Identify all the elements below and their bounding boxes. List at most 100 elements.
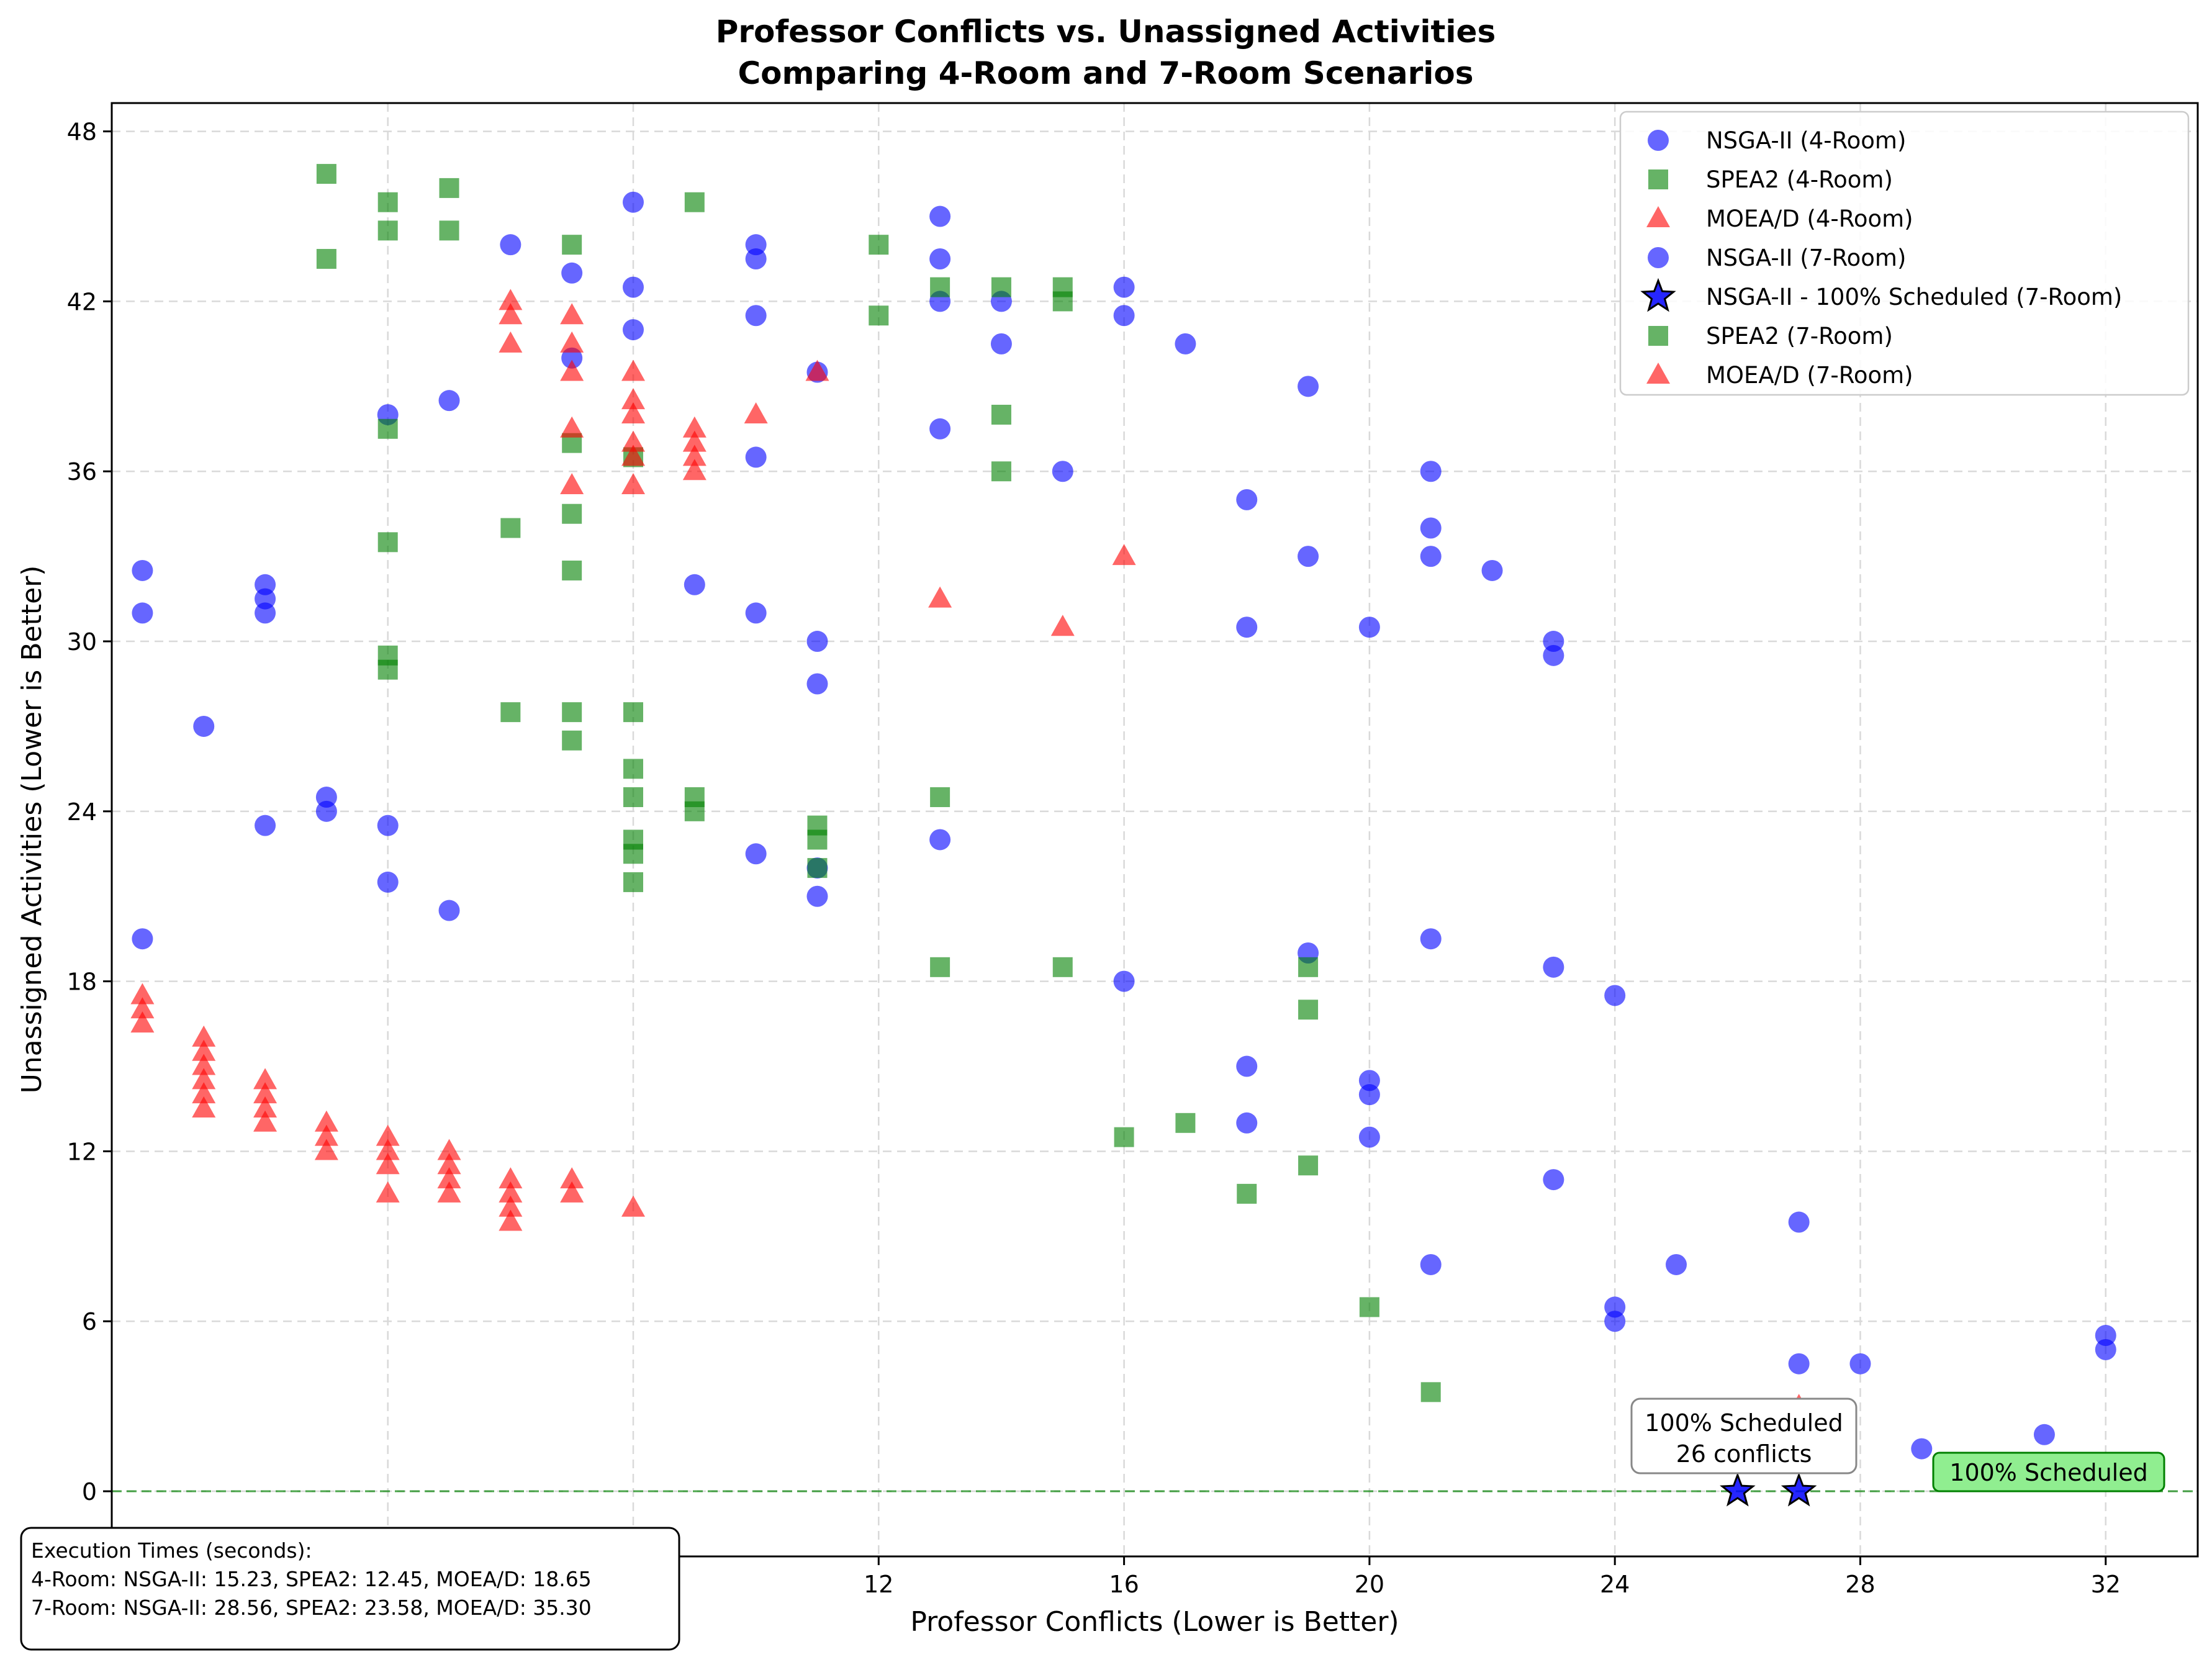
- data-point: [1849, 1353, 1871, 1375]
- data-point: [560, 1181, 584, 1203]
- data-point: [377, 418, 398, 439]
- legend-label: NSGA-II (4-Room): [1706, 127, 1906, 154]
- data-point: [1781, 1472, 1817, 1507]
- data-point: [991, 461, 1011, 482]
- data-point: [745, 248, 767, 269]
- data-point: [499, 303, 523, 325]
- data-point: [1298, 376, 1319, 397]
- data-point: [1359, 1297, 1379, 1317]
- data-point: [1113, 305, 1135, 327]
- data-point: [1420, 461, 1442, 482]
- series-moea-d-4-room-: [499, 289, 1136, 636]
- data-point: [376, 1181, 400, 1203]
- data-point: [255, 602, 276, 624]
- execution-times-heading: Execution Times (seconds):: [31, 1538, 312, 1563]
- chart-subtitle: Comparing 4-Room and 7-Room Scenarios: [738, 55, 1473, 91]
- scheduled-annotation: 100% Scheduled: [1932, 1452, 2165, 1492]
- data-point: [132, 928, 153, 950]
- data-point: [315, 800, 337, 822]
- data-point: [1298, 546, 1319, 567]
- series-spea2-7-room-: [377, 645, 1441, 1402]
- data-point: [1112, 544, 1136, 566]
- data-point: [684, 192, 705, 212]
- data-point: [377, 871, 399, 893]
- data-point: [682, 430, 706, 452]
- data-point: [929, 248, 951, 269]
- scheduled-annotation-text: 100% Scheduled: [1949, 1459, 2147, 1486]
- series-nsga-ii-7-room-: [132, 715, 2116, 1460]
- star-annotation-line1: 100% Scheduled: [1645, 1409, 1843, 1437]
- legend-label: NSGA-II (7-Room): [1706, 245, 1906, 271]
- data-point: [1113, 970, 1135, 992]
- data-point: [623, 844, 643, 864]
- data-point: [192, 1054, 216, 1075]
- legend-marker: [1648, 130, 1669, 151]
- data-point: [376, 1139, 400, 1160]
- x-tick-label: 16: [1109, 1571, 1139, 1598]
- data-point: [621, 359, 645, 381]
- data-point: [562, 730, 582, 751]
- x-tick-label: 32: [2091, 1571, 2121, 1598]
- legend-marker: [1640, 278, 1676, 312]
- data-point: [1298, 1000, 1319, 1020]
- data-point: [930, 787, 950, 808]
- data-point: [132, 559, 153, 581]
- data-point: [1666, 1253, 1687, 1275]
- data-points: [130, 164, 2116, 1507]
- legend-marker: [1646, 206, 1670, 227]
- data-point: [621, 445, 645, 466]
- execution-times-7room: 7-Room: NSGA-II: 28.56, SPEA2: 23.58, MO…: [31, 1596, 592, 1620]
- y-tick-label: 48: [67, 119, 97, 146]
- data-point: [1911, 1438, 1933, 1460]
- y-tick-label: 6: [82, 1308, 97, 1335]
- data-point: [929, 205, 951, 227]
- x-axis-label: Professor Conflicts (Lower is Better): [910, 1606, 1399, 1638]
- data-point: [439, 220, 459, 241]
- chart-title: Professor Conflicts vs. Unassigned Activ…: [716, 14, 1496, 50]
- data-point: [1420, 1382, 1441, 1402]
- data-point: [869, 235, 889, 255]
- data-point: [1237, 1183, 1257, 1204]
- data-point: [623, 191, 644, 213]
- legend-label: MOEA/D (7-Room): [1706, 362, 1913, 389]
- data-point: [500, 234, 521, 256]
- data-point: [438, 390, 460, 412]
- data-point: [316, 248, 336, 269]
- data-point: [807, 858, 828, 878]
- data-point: [1481, 559, 1503, 581]
- data-point: [928, 586, 952, 608]
- data-point: [1604, 1311, 1626, 1332]
- data-point: [377, 220, 398, 241]
- data-point: [253, 1082, 278, 1104]
- star-annotation-box: [1630, 1397, 1858, 1474]
- data-point: [561, 347, 583, 369]
- data-point: [1420, 1253, 1442, 1275]
- x-tick-label: 20: [1355, 1571, 1384, 1598]
- data-point: [377, 192, 398, 212]
- data-point: [376, 1124, 400, 1146]
- data-point: [806, 673, 828, 695]
- execution-times: Execution Times (seconds): 4-Room: NSGA-…: [20, 1527, 680, 1651]
- x-tick-label: 12: [864, 1571, 893, 1598]
- legend-marker: [1646, 363, 1670, 384]
- data-point: [806, 885, 828, 907]
- data-point: [806, 631, 828, 652]
- y-tick-label: 12: [67, 1138, 97, 1165]
- data-point: [438, 900, 460, 921]
- data-point: [929, 418, 951, 440]
- legend-marker: [1648, 247, 1669, 268]
- data-point: [192, 1082, 216, 1104]
- data-point: [929, 829, 951, 851]
- plot-frame: [111, 102, 2199, 1558]
- data-point: [192, 1068, 216, 1090]
- data-point: [192, 1096, 216, 1117]
- legend-label: SPEA2 (4-Room): [1706, 166, 1893, 193]
- data-point: [1543, 644, 1564, 666]
- data-point: [499, 1181, 523, 1203]
- data-point: [623, 276, 644, 298]
- data-point: [805, 359, 829, 381]
- data-point: [1420, 517, 1442, 539]
- data-point: [682, 459, 706, 481]
- data-point: [1052, 291, 1073, 312]
- data-point: [623, 319, 644, 341]
